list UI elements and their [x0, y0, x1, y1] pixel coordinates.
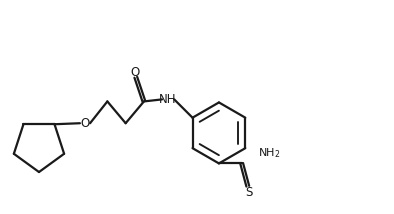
Text: NH$_2$: NH$_2$: [258, 146, 281, 160]
Text: O: O: [80, 117, 89, 130]
Text: O: O: [130, 66, 139, 79]
Text: S: S: [245, 186, 253, 199]
Text: NH: NH: [159, 93, 177, 106]
